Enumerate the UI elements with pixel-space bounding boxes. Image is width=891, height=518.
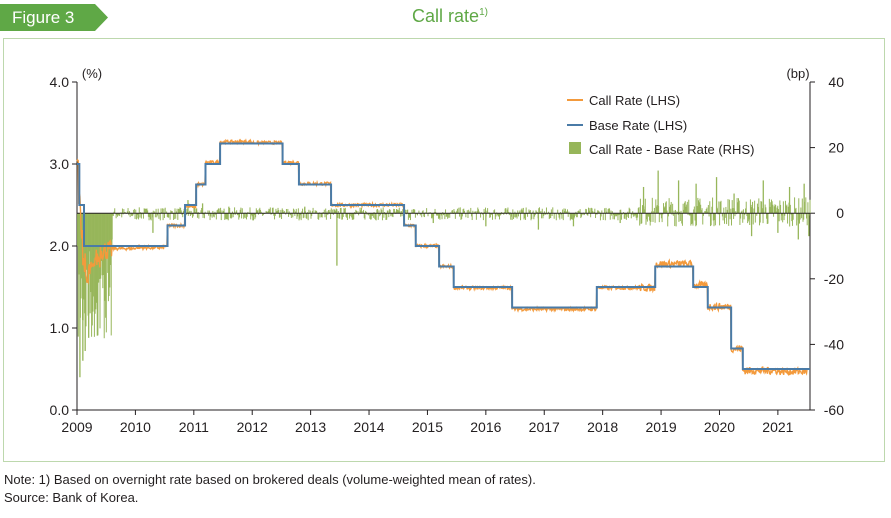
x-tick-label: 2018 bbox=[587, 419, 618, 435]
x-tick-label: 2013 bbox=[295, 419, 326, 435]
right-tick-label: 0 bbox=[836, 205, 844, 221]
spread-series bbox=[77, 170, 811, 378]
left-tick-label: 3.0 bbox=[50, 156, 70, 172]
call-rate-chart: 0.0 1.0 2.0 3.0 4.0 (%) -60 -40 -20 0 20 40 (bp) 2009… bbox=[50, 66, 845, 435]
base-rate-line bbox=[77, 142, 810, 370]
x-tick-label: 2020 bbox=[704, 419, 735, 435]
call-rate-line bbox=[76, 138, 808, 376]
right-tick-label: -60 bbox=[824, 402, 844, 418]
right-axis-unit: (bp) bbox=[786, 66, 809, 81]
left-axis-unit: (%) bbox=[82, 66, 102, 81]
right-tick-label: 20 bbox=[828, 140, 844, 156]
x-tick-label: 2016 bbox=[470, 419, 501, 435]
x-tick-label: 2017 bbox=[529, 419, 560, 435]
legend-swatch-spread bbox=[569, 142, 581, 154]
figure-tab: Figure 3 bbox=[0, 4, 108, 31]
legend-label-base-rate: Base Rate (LHS) bbox=[589, 118, 687, 133]
chart-title: Call rate1) bbox=[300, 6, 600, 27]
x-tick-label: 2019 bbox=[645, 419, 676, 435]
left-tick-label: 4.0 bbox=[50, 74, 70, 90]
chart-title-text: Call rate bbox=[412, 6, 480, 26]
x-tick-label: 2015 bbox=[412, 419, 443, 435]
figure-label: Figure 3 bbox=[12, 8, 75, 27]
x-tick-label: 2021 bbox=[762, 419, 793, 435]
left-tick-label: 0.0 bbox=[50, 402, 70, 418]
left-tick-label: 1.0 bbox=[50, 320, 70, 336]
left-tick-label: 2.0 bbox=[50, 238, 70, 254]
x-tick-label: 2014 bbox=[353, 419, 384, 435]
chart-panel: 0.0 1.0 2.0 3.0 4.0 (%) -60 -40 -20 0 20 40 (bp) 2009… bbox=[3, 38, 885, 462]
legend-label-call-rate: Call Rate (LHS) bbox=[589, 93, 680, 108]
legend-label-spread: Call Rate - Base Rate (RHS) bbox=[589, 142, 754, 157]
figure-tab-shape bbox=[0, 4, 108, 31]
note-text: Note: 1) Based on overnight rate based o… bbox=[4, 472, 536, 487]
x-tick-label: 2011 bbox=[179, 419, 209, 435]
right-tick-label: 40 bbox=[828, 74, 844, 90]
x-tick-label: 2009 bbox=[61, 419, 92, 435]
x-tick-label: 2010 bbox=[120, 419, 151, 435]
title-footnote: 1) bbox=[479, 7, 488, 18]
right-tick-label: -20 bbox=[824, 271, 844, 287]
x-tick-label: 2012 bbox=[237, 419, 268, 435]
right-tick-label: -40 bbox=[824, 336, 844, 352]
source-text: Source: Bank of Korea. bbox=[4, 490, 139, 505]
notes-block: Note: 1) Based on overnight rate based o… bbox=[4, 471, 536, 507]
